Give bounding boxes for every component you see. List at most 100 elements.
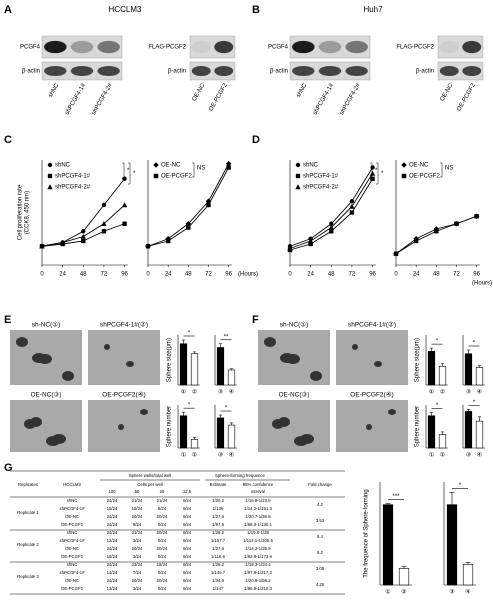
x-tick-label: 96 (121, 272, 128, 278)
panel-label: A (4, 4, 12, 16)
blot-band (462, 65, 482, 77)
marker (59, 239, 66, 245)
lane-label: shNC (48, 82, 61, 99)
marker (165, 238, 171, 244)
blot-title: Huh7 (363, 5, 383, 14)
x-tick-label: 72 (205, 272, 212, 278)
legend-label: OE-PCGF2 (161, 174, 192, 180)
marker (122, 221, 127, 226)
marker (349, 199, 355, 204)
marker (454, 221, 459, 226)
table-cell: 18/24 (157, 562, 168, 567)
micrograph (336, 330, 408, 385)
marker (101, 229, 107, 234)
lane-label: shPCGF4-1# (312, 82, 335, 116)
table-cell: 0/24 (158, 570, 167, 575)
blot-band (292, 40, 315, 54)
panel-label: C (4, 134, 12, 146)
x-tick-label: ② (192, 389, 197, 396)
micrograph-caption: OE-NC(③) (278, 391, 309, 399)
x-tick-label: 72 (349, 272, 356, 278)
table-cell: 1/19.8-1/28 (247, 530, 269, 535)
bar (227, 424, 236, 449)
x-tick-label: ① (181, 452, 186, 459)
significance: * (133, 171, 136, 177)
significance: * (188, 403, 191, 409)
y-axis-label: Sphere number (415, 406, 421, 447)
table-cell: 3/24 (133, 554, 142, 559)
table-cell: 1/14.2-1/151.3 (244, 506, 272, 511)
x-tick-label: ③ (466, 389, 471, 396)
significance: * (436, 403, 439, 409)
marker (186, 225, 191, 230)
table-cell: 7/24 (133, 570, 142, 575)
table-cell: 14/24 (107, 570, 118, 575)
micrograph (258, 400, 330, 452)
bar (438, 434, 447, 449)
table-cell: 24/24 (107, 530, 118, 535)
sphere (280, 353, 294, 363)
table-cell: 21/24 (132, 530, 143, 535)
blot-row-label: β-actin (22, 69, 40, 75)
lane-label: OE-NC (439, 82, 454, 102)
micrograph (336, 400, 408, 452)
marker (474, 214, 479, 219)
table-cell: 0/24 (158, 538, 167, 543)
bar (464, 353, 473, 386)
significance: * (381, 171, 384, 177)
table-cell: 1/16.8-1/23.8 (245, 498, 271, 503)
significance: * (127, 168, 130, 174)
x-tick-label: ② (401, 589, 406, 596)
x-axis-label: (Hours) (238, 272, 258, 278)
significance-bracket (128, 162, 131, 185)
table-cell: 1/157.7 (211, 538, 226, 543)
table-cell: Replicate 3 (17, 574, 39, 579)
blot-row-label: β-actin (416, 69, 434, 75)
x-tick-label: ③ (218, 452, 223, 459)
significance: NS (445, 166, 453, 172)
marker (349, 210, 355, 215)
table-cell: 1/118.6 (211, 554, 226, 559)
micrograph-caption: OE-NC(③) (30, 391, 61, 399)
marker (101, 221, 107, 226)
marker (121, 202, 128, 208)
table-cell: OE-NC (65, 546, 79, 551)
blot-row-label: FLAG-PCGF2 (396, 45, 434, 51)
bar (462, 564, 474, 586)
table-cell: 24/24 (107, 546, 118, 551)
table-cell: 0/24 (158, 554, 167, 559)
bar (398, 568, 410, 586)
table-cell: 3.53 (316, 518, 325, 523)
x-tick-label: ② (440, 452, 445, 459)
x-tick-label: 0 (40, 272, 44, 278)
micrograph (88, 400, 160, 452)
marker (295, 173, 301, 179)
table-cell: 24/24 (107, 578, 118, 583)
table-cell: 20/24 (157, 530, 168, 535)
panel-label: E (4, 314, 11, 326)
significance: * (375, 168, 378, 174)
marker (401, 162, 407, 168)
blot-row-label: PCGF4 (20, 45, 41, 51)
table-cell: 9/24 (133, 522, 142, 527)
x-tick-label: ② (440, 389, 445, 396)
table-cell: 1/95.9-1/210.3 (244, 586, 272, 591)
table-header: interval (251, 489, 265, 494)
bar (382, 504, 394, 586)
significance: * (436, 339, 439, 345)
sphere (32, 353, 46, 363)
sphere (104, 344, 110, 350)
table-cell: 1/14.2-1/35.9 (245, 546, 271, 551)
sphere (310, 371, 322, 381)
x-tick-label: ④ (477, 452, 482, 459)
blot-strip (41, 35, 123, 59)
table-cell: 1/97.8-1/217.2 (244, 570, 272, 575)
table-cell: 0/24 (183, 578, 192, 583)
blot-band (292, 65, 315, 77)
sphere (374, 361, 382, 367)
table-cell: 6/24 (158, 506, 167, 511)
micrograph (10, 400, 82, 452)
x-tick-label: ③ (449, 589, 454, 596)
x-tick-label: 48 (80, 272, 87, 278)
significance: * (473, 341, 476, 347)
